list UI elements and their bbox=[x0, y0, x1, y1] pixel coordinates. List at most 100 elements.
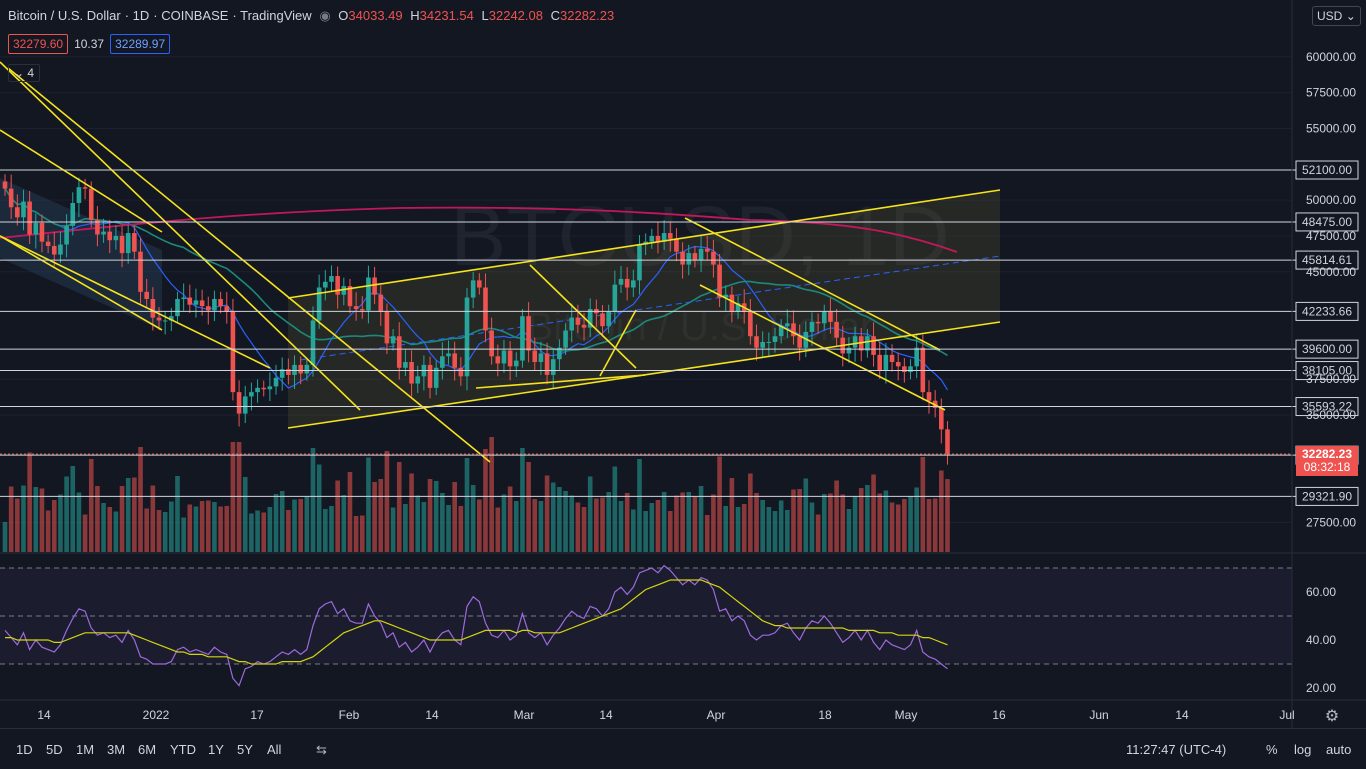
candle-body bbox=[70, 202, 76, 226]
volume-bar bbox=[15, 498, 20, 552]
trendline bbox=[699, 284, 946, 411]
candle-body bbox=[101, 231, 106, 235]
timeframe-6m[interactable]: 6M bbox=[138, 742, 157, 757]
volume-bar bbox=[267, 507, 273, 552]
price-tick-label: 37500.00 bbox=[1306, 372, 1356, 386]
volume-bar bbox=[526, 462, 531, 552]
candle-body bbox=[902, 366, 907, 373]
volume-bar bbox=[156, 510, 162, 552]
volume-bar bbox=[655, 500, 661, 552]
timeframe-1y[interactable]: 1Y bbox=[208, 742, 224, 757]
clock-label[interactable]: 11:27:47 (UTC-4) bbox=[1126, 742, 1227, 757]
volume-bar bbox=[8, 486, 14, 552]
volume-bar bbox=[396, 462, 402, 552]
timeframe-ytd[interactable]: YTD bbox=[170, 742, 196, 757]
candle-body bbox=[409, 362, 414, 384]
level-label: 48475.00 bbox=[1302, 215, 1352, 229]
volume-bar bbox=[39, 488, 45, 552]
timeframe-1d[interactable]: 1D bbox=[16, 742, 33, 757]
candle-body bbox=[637, 244, 642, 281]
candle-body bbox=[828, 311, 833, 322]
candle-body bbox=[791, 323, 796, 337]
timeframe-3m[interactable]: 3M bbox=[107, 742, 126, 757]
volume-bar bbox=[883, 490, 889, 552]
level-label: 35593.22 bbox=[1302, 400, 1352, 414]
price-tick-label: 47500.00 bbox=[1306, 229, 1356, 243]
volume-bar bbox=[735, 507, 741, 552]
candle-body bbox=[569, 317, 575, 331]
candle-body bbox=[865, 336, 870, 351]
auto-toggle[interactable]: auto bbox=[1326, 742, 1352, 757]
timeframe-5d[interactable]: 5D bbox=[46, 742, 63, 757]
date-range-icon[interactable]: ⇆ bbox=[316, 742, 327, 757]
candle-body bbox=[45, 241, 51, 246]
volume-bar bbox=[631, 509, 636, 552]
candle-body bbox=[797, 336, 802, 348]
candle-body bbox=[785, 323, 790, 327]
volume-bar bbox=[581, 507, 587, 552]
candle-body bbox=[618, 278, 624, 285]
volume-bar bbox=[575, 502, 581, 552]
volume-bar bbox=[717, 456, 722, 552]
trendline bbox=[684, 217, 941, 351]
candle-body bbox=[698, 248, 704, 261]
eye-icon[interactable]: ◉ bbox=[319, 8, 331, 23]
volume-bar bbox=[877, 493, 883, 552]
timeframe-1m[interactable]: 1M bbox=[76, 742, 95, 757]
candle-body bbox=[477, 280, 482, 288]
symbol-name[interactable]: Bitcoin / U.S. Dollar bbox=[8, 8, 121, 23]
trendline bbox=[287, 189, 1001, 299]
volume-bar bbox=[353, 516, 359, 552]
open-value: 34033.49 bbox=[348, 8, 403, 23]
volume-bar bbox=[279, 491, 285, 552]
timeframe-5y[interactable]: 5Y bbox=[237, 742, 253, 757]
time-tick-label: May bbox=[895, 708, 918, 722]
candle-body bbox=[181, 297, 186, 299]
volume-bar bbox=[507, 486, 513, 552]
volume-bar bbox=[865, 485, 870, 552]
high-value: 34231.54 bbox=[419, 8, 474, 23]
percent-toggle[interactable]: % bbox=[1266, 742, 1278, 757]
volume-bar bbox=[138, 447, 143, 552]
level-label-box bbox=[1295, 160, 1359, 180]
dashed-mid-line bbox=[299, 255, 1001, 361]
level-label: 45814.61 bbox=[1302, 253, 1352, 267]
sell-price-button[interactable]: 32279.60 bbox=[8, 34, 69, 54]
volume-bar bbox=[187, 504, 193, 552]
candle-body bbox=[27, 201, 32, 235]
candle-body bbox=[704, 248, 710, 252]
candle-body bbox=[242, 396, 248, 414]
candle-body bbox=[501, 350, 507, 364]
interval-label[interactable]: 1D bbox=[132, 8, 150, 23]
volume-bar bbox=[181, 517, 186, 552]
candle-body bbox=[372, 277, 377, 295]
volume-bar bbox=[550, 482, 556, 552]
candle-body bbox=[2, 181, 8, 189]
currency-select[interactable]: USD ⌄ bbox=[1312, 6, 1361, 26]
candle-body bbox=[335, 276, 340, 295]
volume-bar bbox=[618, 501, 624, 552]
level-label-box bbox=[1295, 486, 1359, 506]
bottom-toolbar: 1D 5D 1M 3M 6M YTD 1Y 5Y All ⇆ 11:27:47 … bbox=[0, 728, 1366, 769]
candle-body bbox=[871, 336, 876, 355]
candle-body bbox=[415, 376, 421, 384]
volume-bar bbox=[803, 478, 809, 552]
candle-body bbox=[113, 235, 119, 241]
candle-body bbox=[612, 284, 618, 312]
timeframe-all[interactable]: All bbox=[267, 742, 282, 757]
candle-body bbox=[329, 276, 334, 282]
volume-bar bbox=[840, 494, 846, 552]
gear-icon[interactable]: ⚙ bbox=[1325, 706, 1339, 725]
volume-bar bbox=[778, 500, 784, 552]
time-tick-label: 14 bbox=[599, 708, 613, 722]
candle-body bbox=[754, 336, 759, 348]
volume-bar bbox=[477, 499, 482, 552]
candle-body bbox=[298, 364, 303, 374]
log-toggle[interactable]: log bbox=[1294, 742, 1312, 757]
candle-body bbox=[15, 207, 20, 218]
price-tick-label: 35000.00 bbox=[1306, 408, 1356, 422]
buy-price-button[interactable]: 32289.97 bbox=[110, 34, 171, 54]
indicators-toggle[interactable]: ⌄ 4 bbox=[8, 64, 41, 82]
candle-body bbox=[169, 316, 174, 321]
